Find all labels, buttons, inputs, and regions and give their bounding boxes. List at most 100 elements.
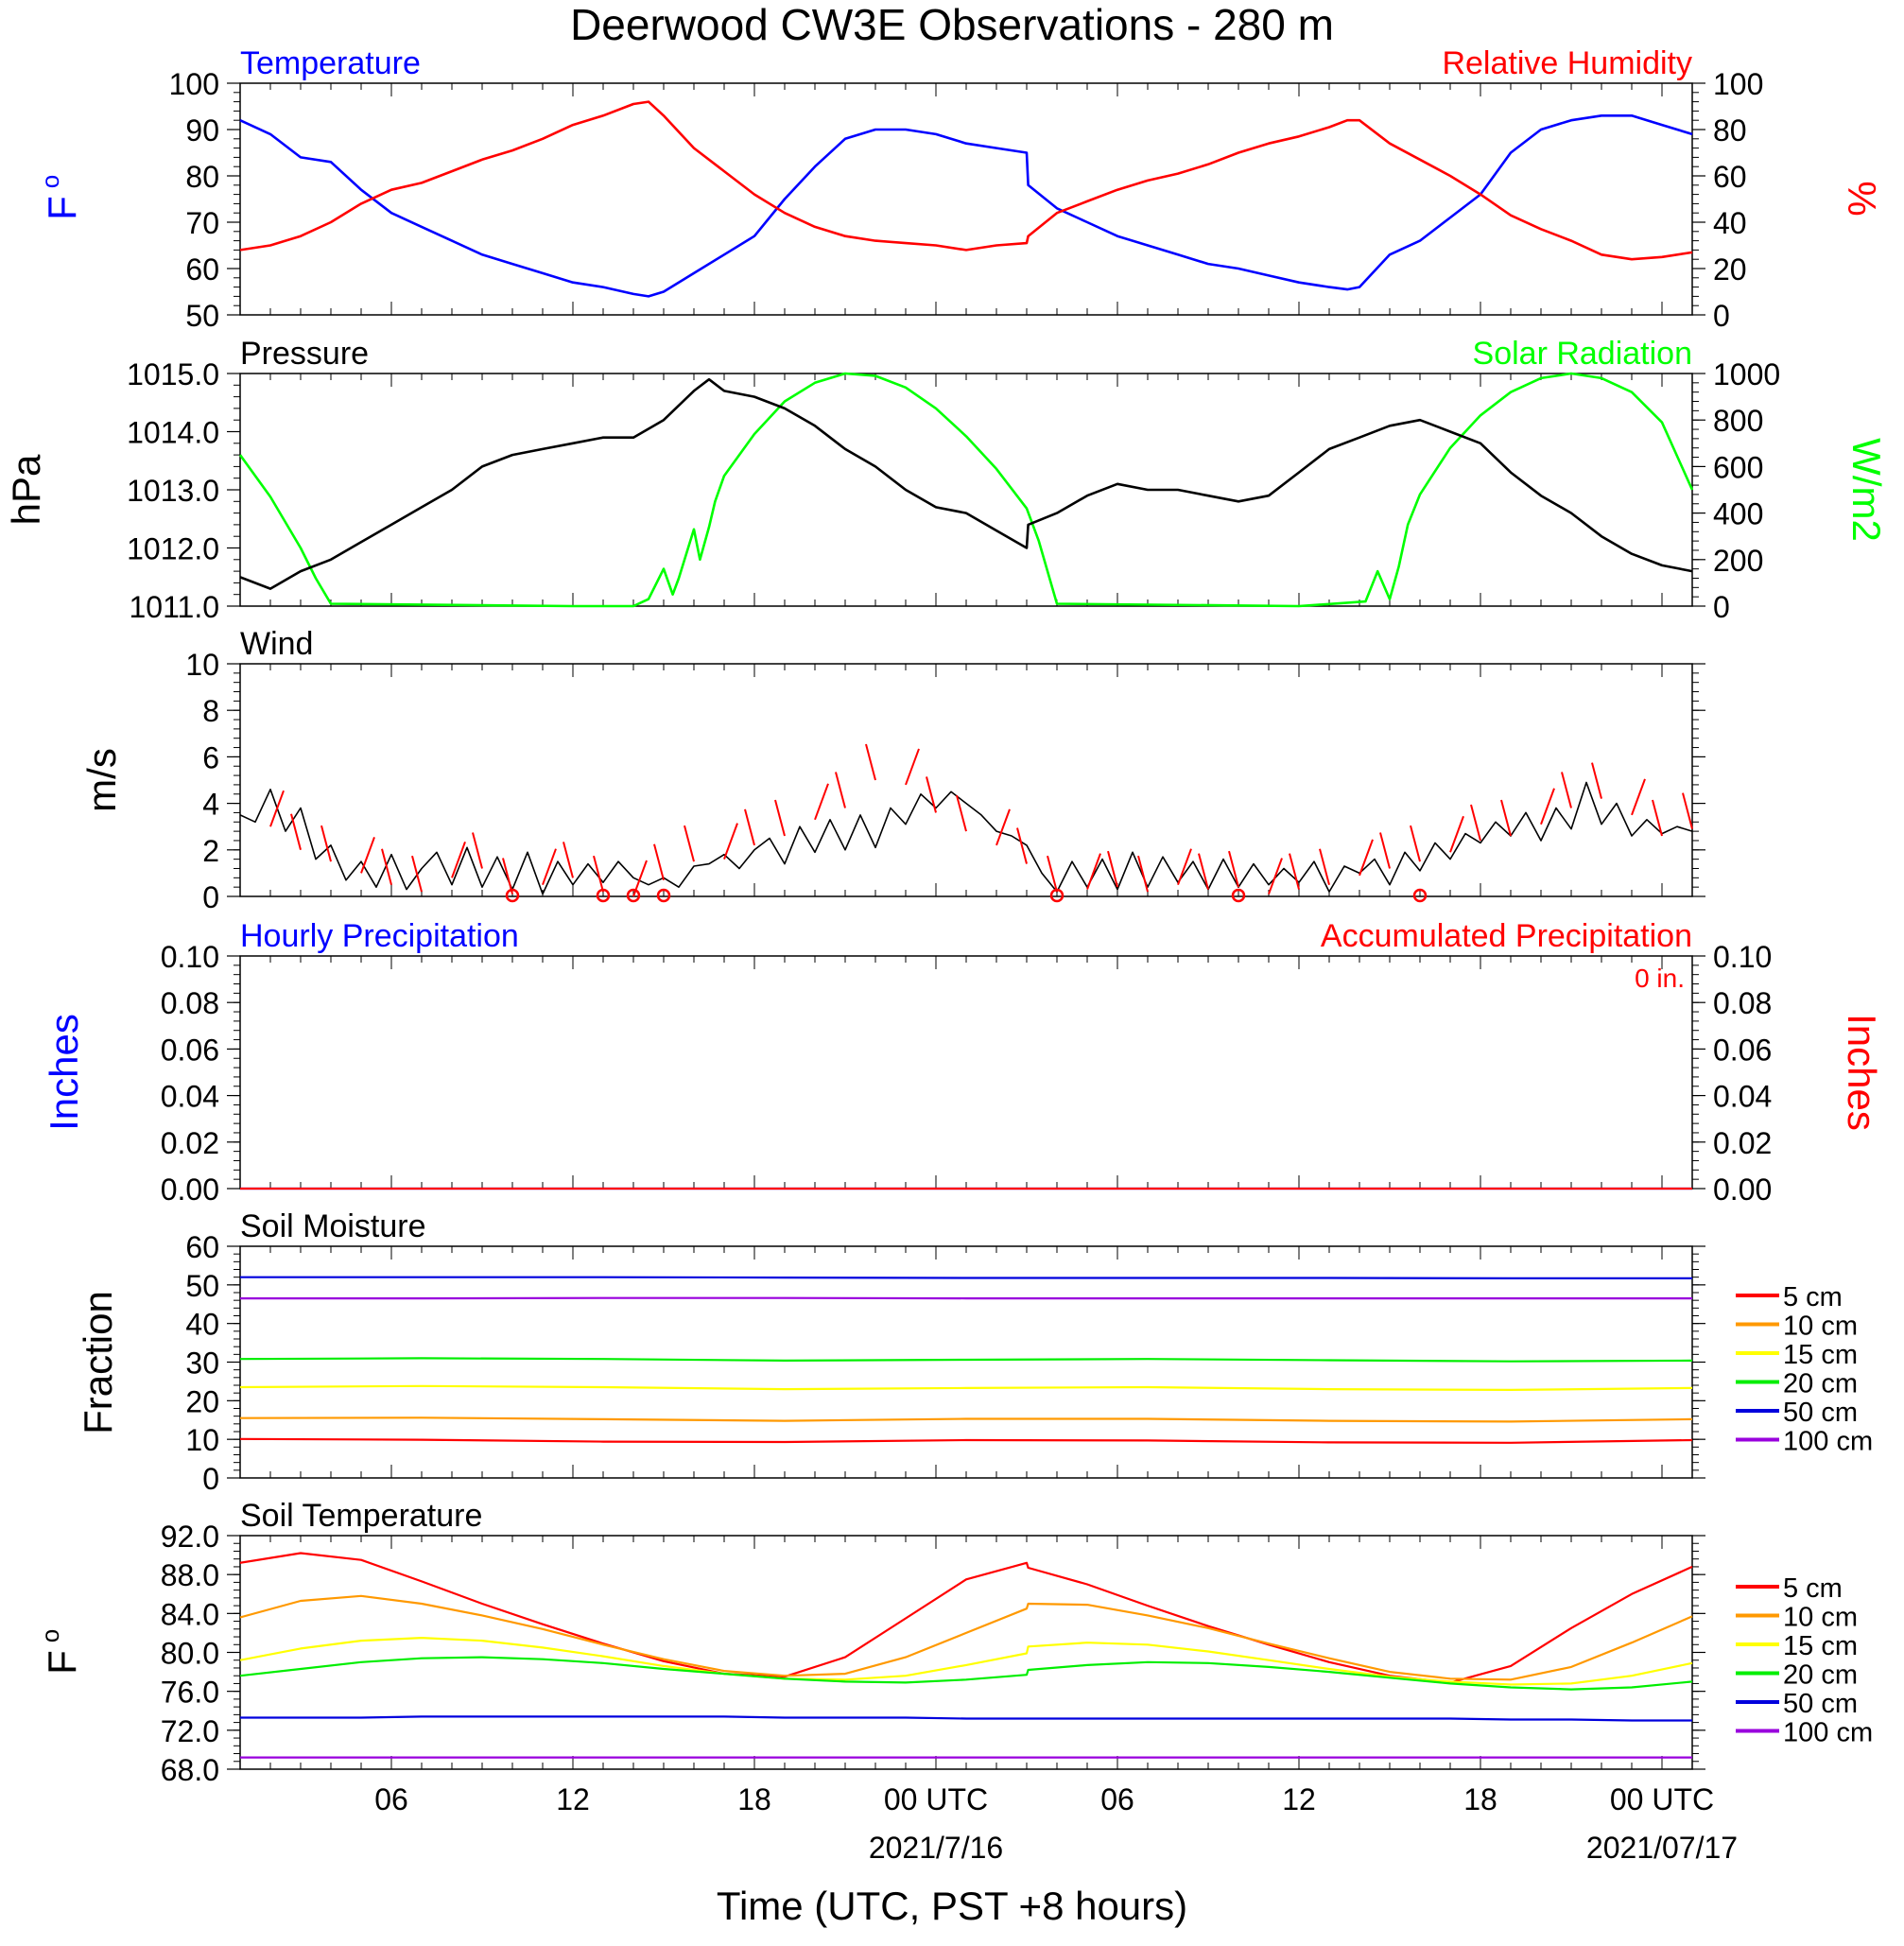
wind-barb (815, 784, 828, 820)
soil-moisture-line-5cm (240, 1439, 1692, 1443)
wind-barb (1471, 805, 1480, 841)
wind-barb (1380, 832, 1390, 868)
temperature-title: Temperature (240, 45, 421, 81)
y-tick-label-right: 0.10 (1713, 940, 1772, 974)
y-tick-label-right: 200 (1713, 544, 1763, 578)
y-axis-label-letter: F (40, 1650, 84, 1675)
soil-temperature-legend-label: 10 cm (1783, 1603, 1858, 1633)
soil-moisture-legend-label: 20 cm (1783, 1369, 1858, 1399)
wind-axis-label: m/s (79, 748, 124, 812)
accum-precip-axis-label: Inches (1840, 1014, 1884, 1131)
soil-temperature-legend-label: 50 cm (1783, 1689, 1858, 1719)
y-tick-label-right: 0.00 (1713, 1173, 1772, 1207)
wind-barb (1653, 800, 1662, 836)
wind-barb (503, 859, 512, 895)
y-tick-label-left: 1014.0 (127, 416, 219, 450)
temperature-line (240, 115, 1692, 296)
wind-barb (1632, 779, 1645, 815)
date-label-1: 2021/7/16 (869, 1831, 1003, 1865)
solar-title: Solar Radiation (1473, 336, 1692, 372)
y-tick-label-left: 50 (185, 299, 219, 333)
soil-moisture-line-10cm (240, 1417, 1692, 1421)
wind-title: Wind (240, 626, 313, 662)
wind-barb (1562, 773, 1571, 808)
x-tick-label: 12 (556, 1782, 590, 1816)
y-axis-label-letter: F (40, 196, 84, 220)
wind-barb (1229, 851, 1238, 887)
y-tick-label-left: 20 (185, 1384, 219, 1418)
wind-barb (654, 844, 664, 880)
y-tick-label-left: 0.00 (161, 1173, 219, 1207)
panel-frame (240, 956, 1692, 1189)
y-tick-label-left: 80 (185, 160, 219, 194)
soil-temperature-axis-label: Fo (36, 1629, 84, 1675)
soil-moisture-title: Soil Moisture (240, 1208, 426, 1244)
wind-barb (926, 776, 936, 812)
pressure-axis-label: hPa (4, 454, 48, 525)
y-tick-label-left: 1012.0 (127, 532, 219, 566)
accum-precip-title: Accumulated Precipitation (1321, 918, 1692, 954)
soil-temperature-legend-label: 15 cm (1783, 1631, 1858, 1661)
wind-barb (836, 773, 845, 808)
wind-barb (1108, 851, 1117, 887)
wind-speed-line (240, 783, 1692, 895)
soil-temperature-title: Soil Temperature (240, 1498, 482, 1534)
y-axis-label-degree: o (36, 175, 64, 188)
y-tick-label-left: 4 (202, 788, 219, 822)
y-tick-label-right: 100 (1713, 67, 1763, 101)
soil-temperature-legend-label: 5 cm (1783, 1573, 1843, 1604)
y-tick-label-right: 600 (1713, 450, 1763, 484)
soil-moisture-legend-label: 10 cm (1783, 1312, 1858, 1342)
wind-barb (1138, 856, 1148, 892)
y-tick-label-left: 0 (202, 880, 219, 914)
soil-temperature-legend-label: 20 cm (1783, 1660, 1858, 1691)
y-tick-label-left: 8 (202, 694, 219, 728)
y-tick-label-right: 0.08 (1713, 986, 1772, 1020)
wind-barb (1087, 854, 1100, 890)
y-tick-label-left: 68.0 (161, 1753, 219, 1787)
wind-barb (473, 832, 482, 868)
wind-barb (745, 809, 754, 845)
y-tick-label-left: 0.06 (161, 1033, 219, 1067)
y-tick-label-left: 80.0 (161, 1637, 219, 1671)
wind-barb (1290, 854, 1299, 890)
y-tick-label-left: 84.0 (161, 1597, 219, 1631)
y-tick-label-left: 50 (185, 1269, 219, 1303)
soil-temperature-line-5cm (240, 1554, 1692, 1683)
y-tick-label-left: 0.02 (161, 1126, 219, 1160)
x-tick-label: 12 (1282, 1782, 1316, 1816)
x-tick-label: 18 (1463, 1782, 1497, 1816)
x-tick-label: 00 UTC (1610, 1782, 1714, 1816)
x-axis-label: Time (UTC, PST +8 hours) (717, 1884, 1187, 1928)
y-tick-label-left: 30 (185, 1347, 219, 1381)
y-tick-label-right: 0 (1713, 299, 1730, 333)
y-tick-label-left: 0.10 (161, 940, 219, 974)
y-tick-label-left: 1011.0 (130, 590, 220, 624)
text-labels: Deerwood CW3E Observations - 280 m Time … (4, 0, 1889, 1928)
y-tick-label-left: 76.0 (161, 1676, 219, 1710)
soil-moisture-line-50cm (240, 1277, 1692, 1278)
y-tick-label-left: 40 (185, 1308, 219, 1342)
y-tick-label-left: 72.0 (161, 1714, 219, 1748)
y-tick-label-left: 90 (185, 113, 219, 148)
y-tick-label-right: 0.02 (1713, 1126, 1772, 1160)
y-tick-label-right: 80 (1713, 113, 1747, 148)
wind-barb (594, 856, 603, 892)
y-tick-label-left: 100 (169, 67, 219, 101)
soil-moisture-line-15cm (240, 1386, 1692, 1390)
wind-barb (684, 825, 694, 861)
x-tick-label: 00 UTC (884, 1782, 988, 1816)
y-tick-label-left: 1015.0 (127, 357, 219, 391)
wind-barb (452, 842, 465, 877)
humidity-axis-label: % (1840, 181, 1884, 216)
y-tick-label-left: 0 (202, 1462, 219, 1496)
panel-frame (240, 1536, 1692, 1769)
y-tick-label-left: 1013.0 (127, 474, 219, 508)
y-tick-label-left: 6 (202, 740, 219, 774)
soil-temperature-line-10cm (240, 1596, 1692, 1680)
wind-barb (1320, 849, 1329, 885)
wind-barb (1411, 825, 1420, 861)
y-tick-label-left: 88.0 (161, 1558, 219, 1592)
